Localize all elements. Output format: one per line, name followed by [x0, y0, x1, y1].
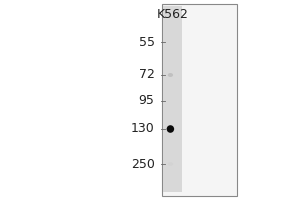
Text: 130: 130 — [131, 122, 154, 136]
Ellipse shape — [168, 162, 173, 166]
Ellipse shape — [168, 73, 173, 77]
Text: 95: 95 — [139, 95, 154, 108]
Ellipse shape — [167, 125, 174, 133]
Text: 250: 250 — [130, 158, 154, 170]
Text: 55: 55 — [139, 36, 154, 48]
FancyBboxPatch shape — [163, 6, 182, 192]
FancyBboxPatch shape — [162, 4, 237, 196]
Text: K562: K562 — [157, 7, 188, 21]
Text: 72: 72 — [139, 68, 154, 82]
